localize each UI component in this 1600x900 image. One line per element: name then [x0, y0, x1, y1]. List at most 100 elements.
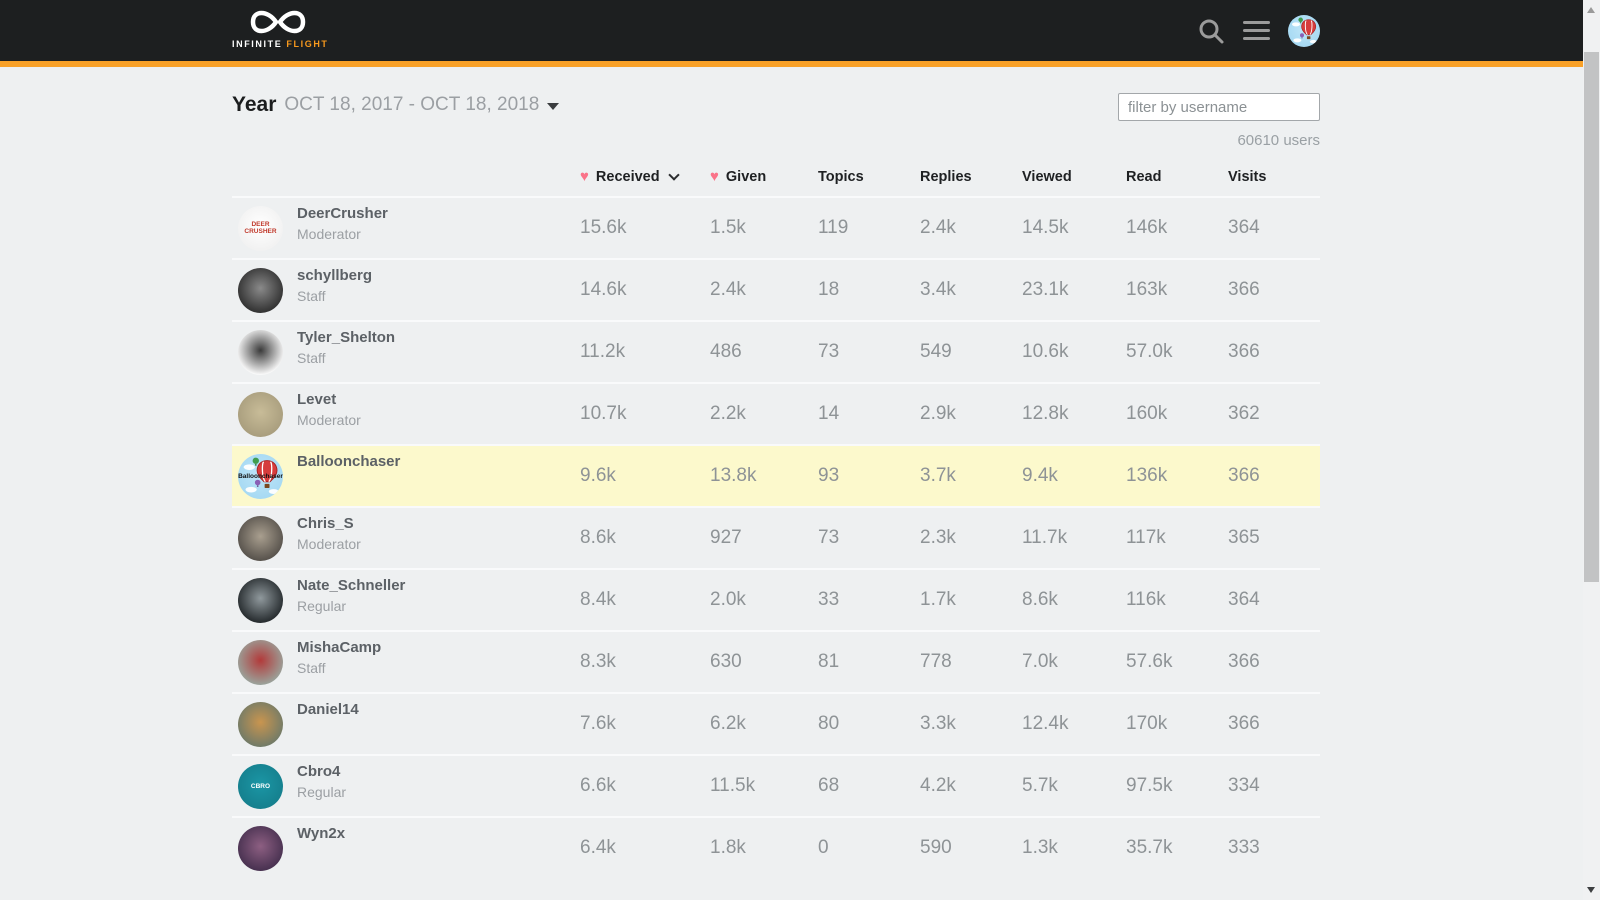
- user-cell: Daniel14: [232, 694, 580, 754]
- username[interactable]: Balloonchaser: [297, 453, 401, 470]
- stat-cell: 136k: [1126, 465, 1168, 486]
- stat-cell: 334: [1228, 775, 1260, 796]
- stat-cell: 73: [818, 527, 840, 548]
- column-header[interactable]: ♥ Given: [710, 168, 767, 185]
- username[interactable]: Levet: [297, 391, 337, 408]
- user-cell: CBRO Cbro4 Regular: [232, 756, 580, 816]
- stat-cell: 12.8k: [1022, 403, 1069, 424]
- avatar[interactable]: [238, 515, 283, 561]
- user-title: Regular: [297, 598, 347, 614]
- stat-cell: 630: [710, 651, 742, 672]
- accent-bar: [0, 61, 1600, 67]
- stat-cell: 6.6k: [580, 775, 616, 796]
- hamburger-icon: [1243, 20, 1270, 41]
- username[interactable]: Wyn2x: [297, 825, 346, 842]
- stat-cell: 549: [920, 341, 952, 362]
- stat-cell: 5.7k: [1022, 775, 1058, 796]
- stat-cell: 2.2k: [710, 403, 746, 424]
- stat-cell: 0: [818, 837, 829, 858]
- username[interactable]: Nate_Schneller: [297, 577, 406, 594]
- user-cell: Wyn2x: [232, 818, 580, 878]
- username[interactable]: Chris_S: [297, 515, 354, 532]
- username[interactable]: DeerCrusher: [297, 205, 388, 222]
- stat-cell: 366: [1228, 279, 1260, 300]
- user-cell: Chris_S Moderator: [232, 508, 580, 568]
- stat-cell: 10.7k: [580, 403, 627, 424]
- stat-cell: 8.6k: [1022, 589, 1058, 610]
- column-header[interactable]: Viewed: [1022, 168, 1072, 185]
- avatar[interactable]: DEER CRUSHER: [238, 205, 283, 251]
- stat-cell: 7.6k: [580, 713, 616, 734]
- avatar[interactable]: Balloonchaser: [238, 453, 283, 499]
- stat-cell: 57.0k: [1126, 341, 1173, 362]
- avatar-label: Balloonchaser: [238, 472, 283, 480]
- stat-cell: 2.4k: [710, 279, 746, 300]
- stat-cell: 364: [1228, 217, 1260, 238]
- scroll-up-arrow-icon[interactable]: [1587, 7, 1595, 13]
- stat-cell: 73: [818, 341, 840, 362]
- stat-cell: 119: [818, 217, 849, 238]
- table-row[interactable]: schyllberg Staff 14.6k 2.4k 18 3.4k 23.1…: [232, 258, 1320, 320]
- user-title: Regular: [297, 784, 347, 800]
- table-row[interactable]: DEER CRUSHER DeerCrusher Moderator 15.6k…: [232, 196, 1320, 258]
- scrollbar[interactable]: [1583, 0, 1600, 900]
- scroll-down-arrow-icon[interactable]: [1587, 887, 1595, 893]
- current-user-avatar[interactable]: [1288, 14, 1320, 47]
- scrollbar-thumb[interactable]: [1584, 52, 1599, 582]
- stat-cell: 15.6k: [580, 217, 627, 238]
- table-row[interactable]: Tyler_Shelton Staff 11.2k 486 73 549 10.…: [232, 320, 1320, 382]
- user-title: Moderator: [297, 536, 361, 552]
- column-header[interactable]: Visits: [1228, 168, 1267, 185]
- table-row[interactable]: Nate_Schneller Regular 8.4k 2.0k 33 1.7k…: [232, 568, 1320, 630]
- heart-icon: ♥: [580, 168, 589, 185]
- table-row[interactable]: Levet Moderator 10.7k 2.2k 14 2.9k 12.8k…: [232, 382, 1320, 444]
- menu-button[interactable]: [1243, 20, 1270, 41]
- username[interactable]: Cbro4: [297, 763, 341, 780]
- column-header[interactable]: Read: [1126, 168, 1162, 185]
- stat-cell: 14.6k: [580, 279, 627, 300]
- username[interactable]: Tyler_Shelton: [297, 329, 396, 346]
- user-cell: DEER CRUSHER DeerCrusher Moderator: [232, 198, 580, 258]
- stat-cell: 365: [1228, 527, 1260, 548]
- stat-cell: 362: [1228, 403, 1260, 424]
- username[interactable]: Daniel14: [297, 701, 359, 718]
- brand-logo[interactable]: INFINITE FLIGHT: [232, 6, 342, 49]
- user-count: 60610 users: [1237, 132, 1320, 149]
- username[interactable]: schyllberg: [297, 267, 373, 284]
- avatar[interactable]: [238, 577, 283, 623]
- stat-cell: 163k: [1126, 279, 1168, 300]
- column-header[interactable]: ♥ Received: [580, 168, 710, 185]
- caret-down-icon: [547, 103, 560, 110]
- user-column-header: [232, 168, 580, 185]
- table-row[interactable]: Daniel14 7.6k 6.2k 80 3.3k 12.4k 170k 36…: [232, 692, 1320, 754]
- column-header[interactable]: Topics: [818, 168, 864, 185]
- search-button[interactable]: [1197, 17, 1225, 45]
- period-selector[interactable]: Year OCT 18, 2017 - OCT 18, 2018: [232, 93, 560, 117]
- brand-name: INFINITE FLIGHT: [232, 39, 329, 49]
- avatar[interactable]: [238, 639, 283, 685]
- stat-cell: 927: [710, 527, 742, 548]
- column-header[interactable]: Replies: [920, 168, 972, 185]
- avatar[interactable]: CBRO: [238, 763, 283, 809]
- avatar[interactable]: [238, 329, 283, 375]
- user-cell: Levet Moderator: [232, 384, 580, 444]
- table-row[interactable]: Balloonchaser Balloonchaser 9.6k 13.8k 9…: [232, 444, 1320, 506]
- avatar[interactable]: [238, 825, 283, 871]
- stat-cell: 23.1k: [1022, 279, 1069, 300]
- stat-cell: 80: [818, 713, 840, 734]
- stat-cell: 2.9k: [920, 403, 956, 424]
- filter-username-input[interactable]: [1118, 93, 1320, 121]
- avatar[interactable]: [238, 701, 283, 747]
- table-row[interactable]: MishaCamp Staff 8.3k 630 81 778 7.0k 57.…: [232, 630, 1320, 692]
- username[interactable]: MishaCamp: [297, 639, 382, 656]
- user-title: Moderator: [297, 412, 361, 428]
- user-cell: Tyler_Shelton Staff: [232, 322, 580, 382]
- table-row[interactable]: Wyn2x 6.4k 1.8k 0 590 1.3k 35.7k 333: [232, 816, 1320, 878]
- stat-cell: 13.8k: [710, 465, 757, 486]
- stat-cell: 2.3k: [920, 527, 956, 548]
- table-row[interactable]: CBRO Cbro4 Regular 6.6k 11.5k 68 4.2k 5.…: [232, 754, 1320, 816]
- table-row[interactable]: Chris_S Moderator 8.6k 927 73 2.3k 11.7k…: [232, 506, 1320, 568]
- stat-cell: 8.3k: [580, 651, 616, 672]
- avatar[interactable]: [238, 267, 283, 313]
- avatar[interactable]: [238, 391, 283, 437]
